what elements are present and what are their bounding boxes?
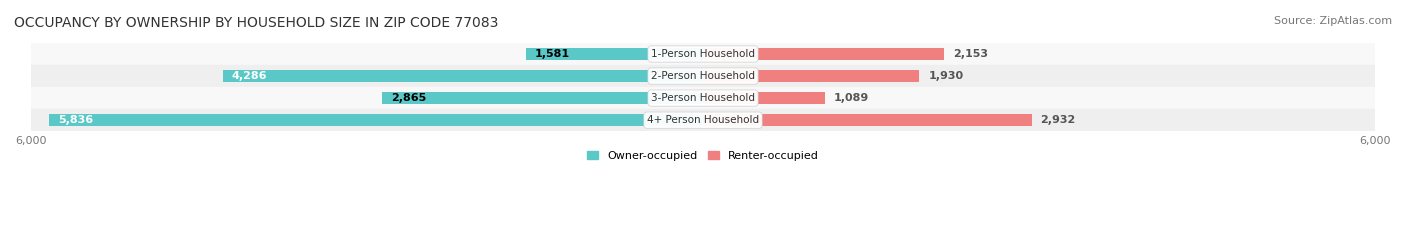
Bar — [703, 48, 945, 60]
Text: 2,865: 2,865 — [391, 93, 426, 103]
Bar — [31, 87, 1375, 109]
Bar — [31, 65, 1375, 87]
Bar — [703, 114, 1032, 126]
Bar — [382, 92, 703, 104]
Text: OCCUPANCY BY OWNERSHIP BY HOUSEHOLD SIZE IN ZIP CODE 77083: OCCUPANCY BY OWNERSHIP BY HOUSEHOLD SIZE… — [14, 16, 499, 30]
Bar — [49, 114, 703, 126]
Bar — [526, 48, 703, 60]
Bar — [31, 43, 1375, 65]
Text: 4+ Person Household: 4+ Person Household — [647, 115, 759, 125]
Text: 1,930: 1,930 — [928, 71, 963, 81]
Text: 2-Person Household: 2-Person Household — [651, 71, 755, 81]
Bar — [703, 92, 825, 104]
Text: 2,932: 2,932 — [1040, 115, 1076, 125]
Bar — [31, 109, 1375, 131]
Legend: Owner-occupied, Renter-occupied: Owner-occupied, Renter-occupied — [582, 146, 824, 165]
Text: 3-Person Household: 3-Person Household — [651, 93, 755, 103]
Text: 2,153: 2,153 — [953, 49, 988, 59]
Text: 1,581: 1,581 — [534, 49, 569, 59]
Text: 1-Person Household: 1-Person Household — [651, 49, 755, 59]
Bar — [703, 70, 920, 82]
Text: 5,836: 5,836 — [58, 115, 93, 125]
Text: 1,089: 1,089 — [834, 93, 869, 103]
Text: 4,286: 4,286 — [232, 71, 267, 81]
Bar — [222, 70, 703, 82]
Text: Source: ZipAtlas.com: Source: ZipAtlas.com — [1274, 16, 1392, 26]
